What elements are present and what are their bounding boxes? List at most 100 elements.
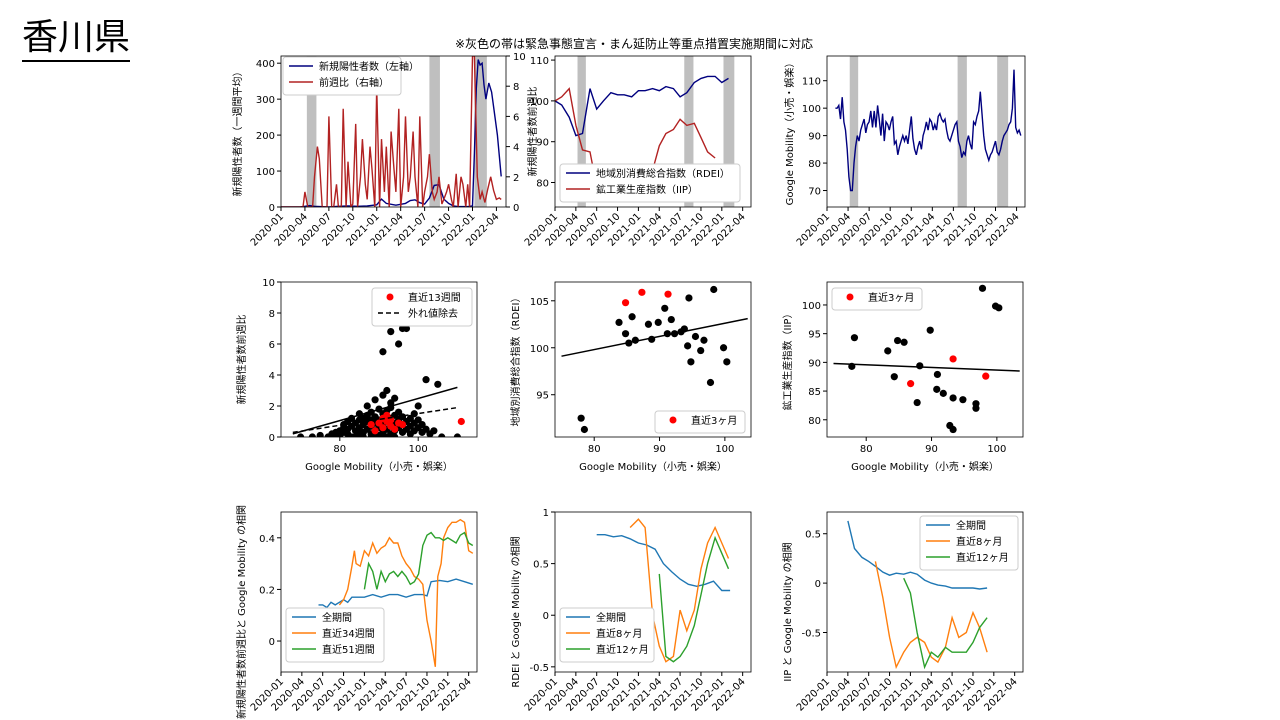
corr_rdei-y-tick-label: -0.5 <box>529 663 549 674</box>
mobility-y-tick-label: 100 <box>802 104 821 115</box>
scatter_cases-point <box>391 433 399 437</box>
scatter_rdei-fit-line <box>561 317 748 357</box>
scatter_cases-point <box>395 340 403 348</box>
scatter_rdei-x-tick-label: 90 <box>653 444 666 455</box>
cases-y-tick-label: 400 <box>256 59 275 70</box>
scatter_cases-point-recent <box>398 421 407 429</box>
scatter_iip-point <box>850 334 859 342</box>
scatter_rdei-point-recent <box>664 290 672 298</box>
scatter_rdei-point <box>667 315 675 324</box>
cases-ylabel: 新規陽性者数（一週間平均） <box>231 67 244 197</box>
scatter_cases-point <box>430 427 438 435</box>
scatter_rdei-point <box>615 318 623 326</box>
rdei_iip-frame <box>554 55 752 208</box>
scatter_rdei-point <box>685 294 693 302</box>
corr_cases-series-line <box>318 578 474 609</box>
corr_rdei-series-line <box>658 535 730 663</box>
scatter_cases-fit-line-outlier-removed <box>292 406 458 434</box>
scatter_cases-xlabel: Google Mobility（小売・娯楽） <box>305 460 453 473</box>
corr_rdei-series-line <box>596 534 731 592</box>
corr_rdei-y-tick-label: 0.5 <box>533 560 549 571</box>
scatter_iip-point <box>900 338 908 346</box>
rdei_iip-y-tick-label: 110 <box>530 56 549 67</box>
scatter_rdei-point <box>644 320 653 328</box>
corr_cases-series-line <box>338 518 474 667</box>
scatter_cases-point <box>453 433 461 437</box>
cases-y-tick-label: 100 <box>256 167 275 178</box>
corr_iip-y-tick-label: 0.5 <box>805 530 821 541</box>
corr_iip-ylabel: IIP と Google Mobility の相関 <box>781 542 794 681</box>
scatter_cases-y-tick-label: 4 <box>269 371 275 382</box>
corr_cases-y-tick-label: 0.4 <box>259 534 275 545</box>
scatter_iip-point <box>972 400 980 408</box>
scatter_rdei-x-tick-label: 80 <box>588 444 601 455</box>
corr_cases-legend-label: 全期間 <box>322 611 352 624</box>
rdei_iip-y-tick-label: 90 <box>536 138 549 149</box>
scatter_rdei-point <box>723 358 731 366</box>
scatter_cases-y-tick-label: 8 <box>269 309 275 320</box>
mobility-y-tick-label: 80 <box>808 159 821 170</box>
scatter_iip-point <box>884 347 892 355</box>
scatter_iip-point <box>949 425 957 434</box>
rdei_iip-y-tick-label: 100 <box>530 97 549 108</box>
corr_iip-y-tick-label: -0.5 <box>801 628 821 639</box>
scatter_cases-legend-label: 外れ値除去 <box>408 307 458 320</box>
corr_iip-legend-label: 直近8ヶ月 <box>956 535 1002 548</box>
mobility-frame <box>826 55 1026 208</box>
scatter_cases-point <box>383 386 391 395</box>
mobility-y-tick-label: 70 <box>808 187 821 198</box>
scatter_rdei-legend-marker <box>669 416 677 424</box>
prefecture-title: 香川県 <box>22 16 131 62</box>
cases-y-tick-label: 0 <box>269 203 275 214</box>
scatter_cases-point <box>434 380 442 388</box>
mobility-shade-band <box>997 56 1009 207</box>
scatter_cases-point <box>371 396 379 404</box>
rdei-iip-legend-label: 鉱工業生産指数（IIP） <box>596 183 698 196</box>
scatter_iip-point <box>933 370 942 379</box>
scatter_cases-y-tick-label: 0 <box>269 433 275 444</box>
scatter_cases-frame <box>280 281 478 438</box>
scatter_iip-legend-box <box>831 287 923 311</box>
corr_iip-legend-label: 直近12ヶ月 <box>956 551 1009 564</box>
mobility-shade-band <box>957 56 967 207</box>
shading-note: ※灰色の帯は緊急事態宣言・まん延防止等重点措置実施期間に対応 <box>455 37 814 51</box>
corr_rdei-frame <box>554 511 752 673</box>
scatter_rdei-point-recent <box>621 299 630 307</box>
scatter_cases-x-tick-label: 100 <box>409 444 428 455</box>
scatter_rdei-y-tick-label: 105 <box>530 297 549 308</box>
cases-y2-tick-label: 0 <box>513 203 519 214</box>
mobility-series-line <box>835 69 1022 192</box>
scatter_cases-y-tick-label: 2 <box>269 402 275 413</box>
scatter_iip-fit-line <box>833 362 1020 372</box>
cases-shade-band <box>429 56 440 207</box>
scatter_cases-point-recent <box>457 417 465 426</box>
rdei_iip-shade-band <box>684 56 694 207</box>
scatter_cases-legend-marker <box>386 293 394 301</box>
corr_rdei-legend-label: 直近8ヶ月 <box>596 627 642 640</box>
scatter_cases-point <box>387 328 395 336</box>
scatter_cases-y-tick-label: 6 <box>269 340 275 351</box>
rdei-iip-legend-label: 地域別消費総合指数（RDEI） <box>596 167 730 180</box>
cases-y-tick-label: 300 <box>256 95 275 106</box>
cases-frame <box>280 55 507 208</box>
scatter_rdei-frame <box>554 281 752 438</box>
mobility-ylabel: Google Mobility（小売・娯楽） <box>783 58 796 206</box>
scatter_cases-point-recent <box>371 427 379 435</box>
scatter_rdei-point <box>661 304 669 312</box>
cases-legend-label: 前週比（右軸） <box>319 76 389 89</box>
corr_rdei-y-tick-label: 0 <box>543 611 549 622</box>
scatter_cases-fit-line <box>292 386 458 435</box>
corr_cases-y-tick-label: 0.2 <box>259 585 275 596</box>
scatter_iip-point <box>913 398 921 407</box>
scatter_iip-y-tick-label: 100 <box>802 301 821 312</box>
scatter_iip-x-tick-label: 90 <box>925 444 938 455</box>
scatter_iip-point <box>959 396 967 404</box>
scatter_cases-legend-label: 直近13週間 <box>408 291 461 304</box>
scatter_rdei-point <box>706 378 715 387</box>
corr_rdei-y-tick-label: 1 <box>543 508 549 519</box>
scatter_rdei-point <box>621 330 630 338</box>
scatter_iip-y-tick-label: 80 <box>808 416 821 427</box>
scatter_cases-point <box>402 324 411 333</box>
scatter_cases-point <box>308 433 316 437</box>
